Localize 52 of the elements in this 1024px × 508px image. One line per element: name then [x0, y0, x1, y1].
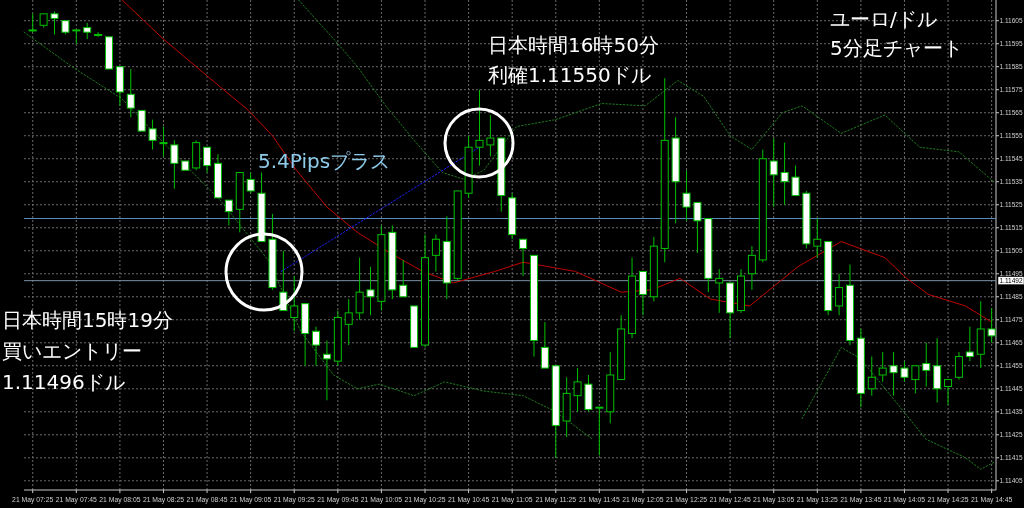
candlestick [148, 119, 157, 151]
candlestick [355, 257, 364, 321]
candlestick [867, 356, 876, 397]
candlestick [813, 218, 822, 259]
candlestick [954, 351, 963, 381]
annotation: 買いエントリー [2, 339, 142, 363]
annotation: 日本時間15時19分 [2, 308, 173, 332]
candlestick [246, 172, 255, 194]
candlestick [933, 337, 942, 404]
candlestick [878, 351, 887, 383]
candlestick [159, 126, 168, 157]
annotation: 利確1.11550ドル [488, 63, 651, 87]
candlestick [322, 339, 331, 401]
candlestick [50, 11, 59, 36]
candlestick [290, 275, 299, 332]
candlestick [595, 406, 604, 456]
candlestick [922, 342, 931, 387]
candlestick [170, 139, 179, 190]
candlestick [889, 351, 898, 397]
candlestick [715, 268, 724, 314]
candlestick [126, 68, 135, 118]
candlestick [791, 165, 800, 197]
candlestick [519, 238, 528, 277]
candlestick [203, 146, 212, 174]
candlestick [137, 109, 146, 132]
candlestick [431, 234, 440, 272]
candlestick [486, 114, 495, 157]
candlestick [944, 379, 953, 406]
candlestick [835, 273, 844, 316]
annotation: 5.4Pipsプラス [258, 149, 391, 173]
candlestick [224, 199, 233, 226]
text: 5分足チャート [830, 36, 963, 60]
candlestick [312, 326, 321, 367]
candlestick [638, 270, 647, 316]
candlestick [911, 365, 920, 394]
annotation: 1.11496ドル [2, 370, 125, 394]
candlestick [693, 201, 702, 254]
candlestick [475, 89, 484, 167]
candlestick [573, 367, 582, 413]
candlestick [769, 137, 778, 208]
candlestick [94, 31, 103, 38]
candlestick [965, 326, 974, 362]
annotation: 日本時間16時50分 [488, 33, 659, 57]
candlestick [366, 266, 375, 316]
candlestick [682, 169, 691, 222]
candlestick [900, 360, 909, 383]
candlestick [747, 245, 756, 291]
candlestick [780, 142, 789, 206]
chart-title: ユーロ/ドル [830, 7, 937, 31]
candlestick [540, 321, 549, 369]
candlestick [399, 259, 408, 298]
candlestick [344, 298, 353, 346]
